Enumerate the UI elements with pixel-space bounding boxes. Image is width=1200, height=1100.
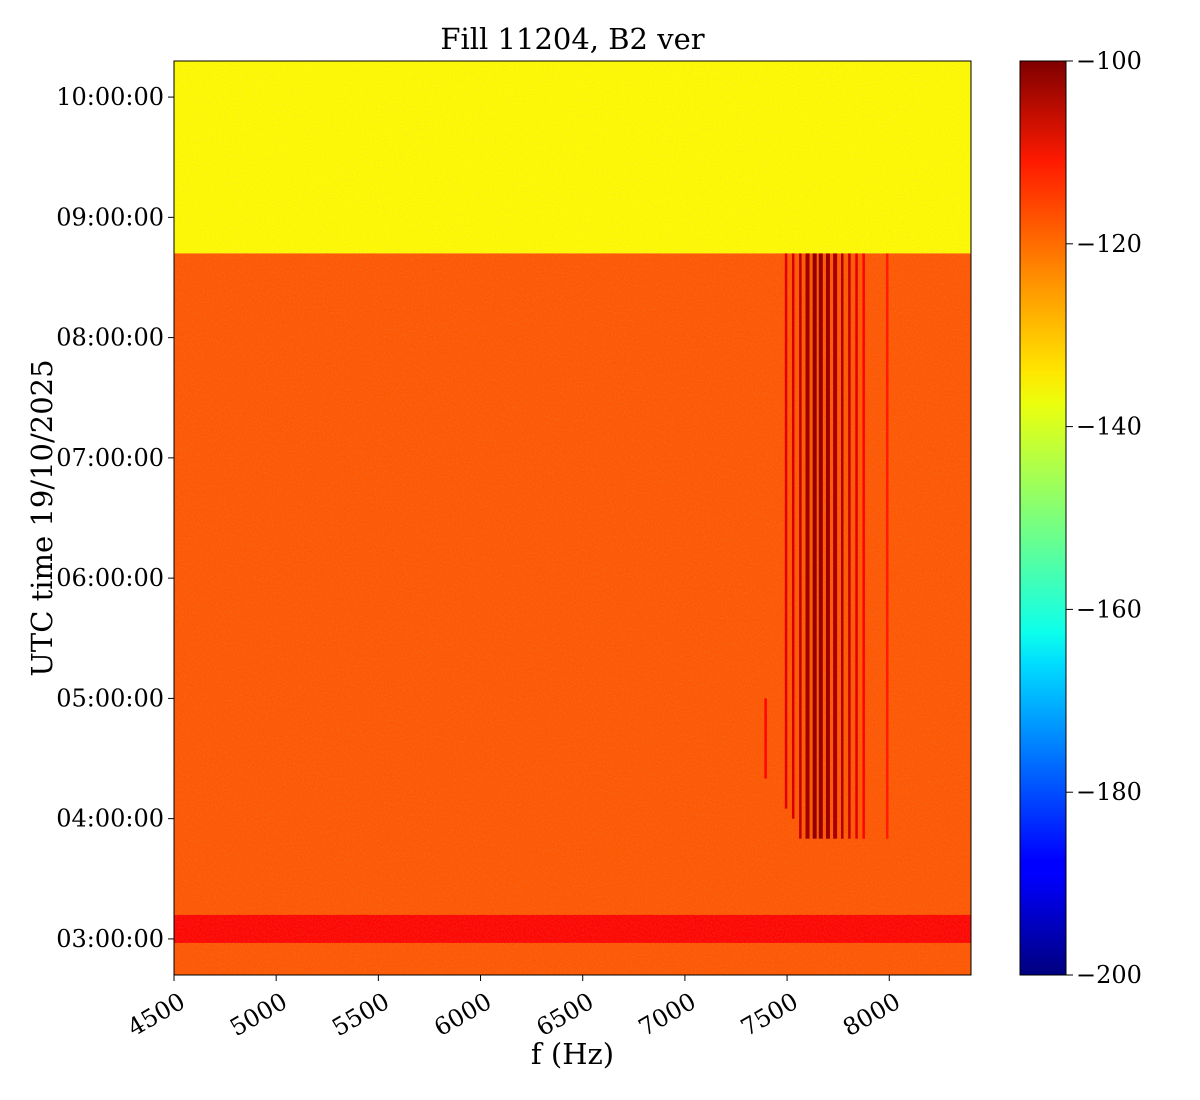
colorbar-tick-label: −160: [1076, 595, 1142, 623]
x-tick-label: 7500: [736, 987, 803, 1042]
y-tick-label: 10:00:00: [56, 83, 164, 111]
spectral-line-5: [812, 253, 817, 839]
colorbar-tick-label: −140: [1076, 413, 1142, 441]
spectral-line-11: [855, 253, 858, 839]
y-tick-label: 06:00:00: [56, 564, 164, 592]
y-axis-label: UTC time 19/10/2025: [25, 359, 59, 676]
spectral-line-9: [841, 253, 844, 839]
spectral-line-2: [791, 253, 795, 819]
spectral-line-12: [862, 253, 865, 839]
x-tick-label: 5000: [225, 987, 292, 1042]
colorbar-tick-label: −200: [1076, 961, 1142, 989]
spectral-lines: [764, 253, 889, 839]
spectral-line-0: [764, 698, 767, 779]
x-tick-label: 7000: [634, 987, 701, 1042]
spectral-line-7: [825, 253, 830, 839]
colorbar-ticks: −100 −120 −140 −160 −180 −200: [1066, 47, 1142, 989]
spectral-line-6: [818, 253, 823, 839]
x-axis: 4500 5000 5500 6000 6500 7000 7500 8000: [123, 975, 905, 1042]
heatmap-plot-area: [173, 60, 972, 976]
x-tick-label: 6500: [532, 987, 599, 1042]
spectral-line-4: [805, 253, 810, 839]
heatmap-noise-background-during-fill: [174, 253, 971, 976]
y-tick-label: 03:00:00: [56, 925, 164, 953]
y-tick-label: 05:00:00: [56, 684, 164, 712]
x-tick-label: 8000: [838, 987, 905, 1042]
heatmap-image: [174, 61, 971, 976]
plot-frame: [173, 60, 972, 976]
x-tick-label: 6000: [429, 987, 496, 1042]
colorbar-tick-label: −100: [1076, 47, 1142, 75]
colorbar: −100 −120 −140 −160 −180 −200: [1019, 47, 1142, 989]
spectral-line-8: [833, 253, 838, 839]
spectral-line-13: [885, 253, 889, 839]
colorbar-tick-label: −120: [1076, 230, 1142, 258]
colorbar-tick-label: −180: [1076, 778, 1142, 806]
y-tick-label: 09:00:00: [56, 203, 164, 231]
colorbar-gradient: [1019, 60, 1067, 976]
x-tick-label: 4500: [123, 987, 190, 1042]
spectral-line-1: [784, 253, 788, 809]
chart-title: Fill 11204, B2 ver: [440, 22, 704, 56]
spectral-line-3: [799, 253, 802, 839]
spectral-line-10: [848, 253, 851, 839]
x-axis-label: f (Hz): [531, 1037, 614, 1071]
y-tick-label: 04:00:00: [56, 805, 164, 833]
heatmap-noise-background-after-dump: [174, 61, 971, 254]
y-tick-label: 08:00:00: [56, 324, 164, 352]
y-tick-label: 07:00:00: [56, 444, 164, 472]
x-tick-label: 5500: [327, 987, 394, 1042]
y-axis: 03:00:00 04:00:00 05:00:00 06:00:00 07:00:00…: [56, 83, 174, 953]
heatmap-noise-injection-band: [174, 914, 971, 943]
